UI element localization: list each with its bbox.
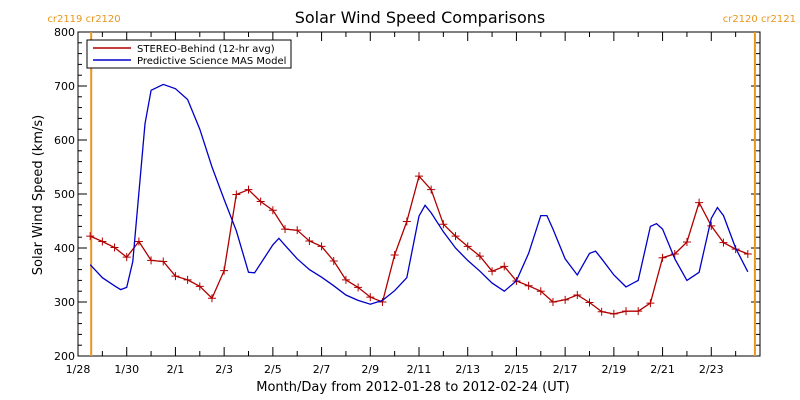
legend-entry-0: STEREO-Behind (12-hr avg)	[137, 44, 275, 55]
series-point-0	[573, 290, 582, 299]
y-tick-label: 300	[54, 296, 75, 309]
series-point-0	[597, 307, 606, 316]
series-point-0	[743, 249, 752, 258]
x-tick-label: 2/15	[504, 363, 529, 376]
series-point-0	[281, 225, 290, 234]
x-tick-label: 2/19	[602, 363, 627, 376]
series-point-0	[268, 206, 277, 215]
carrington-label: cr2119 cr2120	[47, 14, 120, 25]
series-point-0	[609, 309, 618, 318]
series-point-0	[329, 256, 338, 265]
series-point-0	[500, 262, 509, 271]
legend: STEREO-Behind (12-hr avg)Predictive Scie…	[86, 39, 292, 69]
series-point-0	[98, 237, 107, 246]
x-axis-label: Month/Day from 2012-01-28 to 2012-02-24 …	[256, 380, 569, 395]
series-line-1	[89, 83, 749, 305]
chart-title: Solar Wind Speed Comparisons	[295, 8, 546, 27]
series-point-0	[402, 217, 411, 226]
series-point-0	[585, 298, 594, 307]
series-point-0	[646, 299, 655, 308]
x-tick-label: 2/11	[407, 363, 432, 376]
series-point-0	[183, 275, 192, 284]
series-point-0	[682, 238, 691, 247]
series-point-0	[195, 282, 204, 291]
series-point-0	[707, 221, 716, 230]
y-tick-label: 600	[54, 134, 75, 147]
series-point-0	[171, 272, 180, 281]
series-point-0	[86, 232, 95, 241]
series-layer	[86, 83, 752, 318]
x-tick-label: 2/5	[264, 363, 282, 376]
y-axis-label: Solar Wind Speed (km/s)	[31, 115, 46, 275]
x-tick-label: 2/17	[553, 363, 578, 376]
series-point-0	[378, 298, 387, 306]
y-tick-label: 800	[54, 26, 75, 39]
series-point-0	[439, 220, 448, 229]
series-point-0	[232, 190, 241, 199]
x-tick-label: 2/1	[167, 363, 185, 376]
x-tick-label: 1/28	[66, 363, 91, 376]
series-point-0	[159, 257, 168, 266]
series-point-0	[341, 275, 350, 284]
legend-entry-1: Predictive Science MAS Model	[137, 56, 286, 67]
series-point-0	[670, 249, 679, 258]
carrington-markers: cr2119 cr2120 cr2120 cr2121	[47, 14, 796, 356]
series-point-0	[488, 267, 497, 276]
series-point-0	[305, 236, 314, 245]
series-point-0	[548, 298, 557, 306]
series-point-0	[244, 185, 253, 194]
legend-box	[86, 39, 292, 69]
series-point-0	[561, 295, 570, 304]
series-point-0	[622, 307, 631, 316]
series-point-0	[354, 283, 363, 292]
x-tick-label: 2/23	[699, 363, 724, 376]
x-tick-label: 2/9	[361, 363, 379, 376]
series-point-0	[207, 294, 216, 303]
y-tick-label: 500	[54, 188, 75, 201]
series-point-0	[695, 198, 704, 207]
y-tick-label: 200	[54, 350, 75, 363]
axes-layer: 200 300 400 500 600 700 800 1/28 1/30 2/1 2/3 2/5 2/…	[54, 26, 761, 376]
series-point-0	[293, 226, 302, 235]
x-tick-label: 1/30	[114, 363, 139, 376]
series-point-0	[524, 281, 533, 290]
series-point-0	[122, 253, 131, 262]
series-point-0	[110, 243, 119, 252]
y-tick-label: 400	[54, 242, 75, 255]
x-tick-label: 2/7	[313, 363, 331, 376]
series-point-0	[317, 242, 326, 251]
series-point-0	[366, 293, 375, 302]
series-point-0	[463, 242, 472, 251]
series-point-0	[390, 251, 399, 260]
series-point-0	[634, 307, 643, 316]
series-point-0	[451, 232, 460, 241]
series-point-0	[536, 287, 545, 296]
series-point-0	[147, 256, 156, 265]
series-point-0	[134, 237, 143, 246]
x-tick-label: 2/13	[455, 363, 480, 376]
series-point-0	[427, 185, 436, 194]
y-tick-label: 700	[54, 80, 75, 93]
x-tick-label: 2/21	[650, 363, 675, 376]
series-point-0	[658, 253, 667, 262]
series-point-0	[719, 238, 728, 247]
x-tick-label: 2/3	[215, 363, 233, 376]
carrington-label: cr2120 cr2121	[723, 14, 796, 25]
series-point-0	[415, 172, 423, 181]
series-point-0	[475, 252, 484, 261]
series-point-0	[256, 197, 265, 206]
series-point-0	[220, 266, 229, 275]
